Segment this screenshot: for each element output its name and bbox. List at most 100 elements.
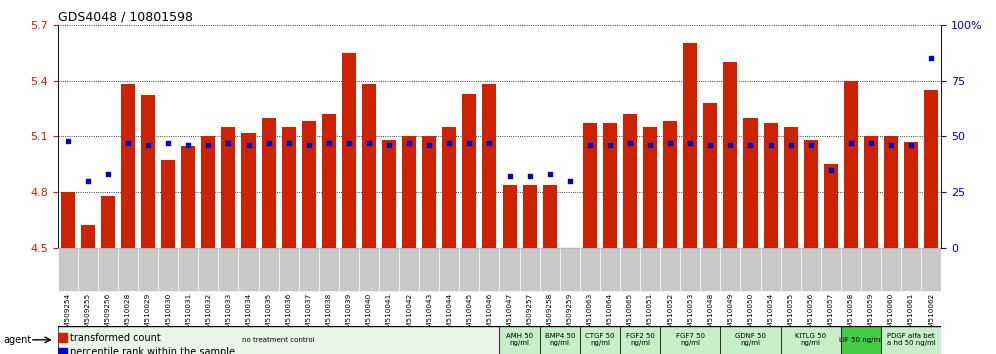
- Text: GSM510052: GSM510052: [667, 293, 673, 337]
- Bar: [499, 326, 540, 354]
- Point: [823, 167, 839, 172]
- Point: [642, 142, 658, 148]
- Text: GSM509258: GSM509258: [547, 293, 553, 337]
- Text: LIF 50 ng/ml: LIF 50 ng/ml: [840, 337, 882, 343]
- Bar: [178, 248, 198, 291]
- Point: [722, 142, 738, 148]
- Bar: [703, 103, 717, 248]
- Text: percentile rank within the sample: percentile rank within the sample: [70, 347, 235, 354]
- Point: [481, 140, 497, 146]
- Bar: [158, 248, 178, 291]
- Bar: [801, 248, 821, 291]
- Bar: [299, 248, 319, 291]
- Bar: [479, 248, 499, 291]
- Bar: [503, 184, 517, 248]
- Text: GSM510048: GSM510048: [707, 293, 713, 337]
- Point: [662, 140, 678, 146]
- Bar: [462, 93, 476, 248]
- Point: [80, 178, 96, 184]
- Bar: [600, 248, 620, 291]
- Text: agent: agent: [3, 335, 31, 345]
- Bar: [122, 84, 135, 248]
- Bar: [98, 248, 118, 291]
- Bar: [362, 84, 376, 248]
- Bar: [720, 248, 740, 291]
- Bar: [881, 248, 901, 291]
- Bar: [804, 140, 818, 248]
- Bar: [181, 145, 195, 248]
- Point: [381, 142, 397, 148]
- Point: [742, 142, 758, 148]
- Bar: [864, 136, 877, 248]
- Text: FGF2 50
ng/ml: FGF2 50 ng/ml: [625, 333, 654, 346]
- Text: GSM510042: GSM510042: [406, 293, 412, 337]
- Bar: [540, 326, 580, 354]
- Text: FGF7 50
ng/ml: FGF7 50 ng/ml: [675, 333, 705, 346]
- Text: CTGF 50
ng/ml: CTGF 50 ng/ml: [585, 333, 615, 346]
- Bar: [81, 225, 95, 248]
- Text: GSM510057: GSM510057: [828, 293, 834, 337]
- Text: GSM510065: GSM510065: [627, 293, 633, 337]
- Point: [220, 140, 236, 146]
- Text: GSM510049: GSM510049: [727, 293, 733, 337]
- Bar: [419, 248, 439, 291]
- Bar: [282, 127, 296, 248]
- Point: [903, 142, 919, 148]
- Point: [582, 142, 598, 148]
- Point: [502, 173, 518, 179]
- Bar: [781, 326, 841, 354]
- Bar: [844, 80, 858, 248]
- Bar: [379, 248, 399, 291]
- Bar: [720, 326, 781, 354]
- Point: [301, 142, 317, 148]
- Point: [602, 142, 618, 148]
- Point: [863, 140, 878, 146]
- Text: GSM510058: GSM510058: [848, 293, 854, 337]
- Text: GSM510056: GSM510056: [808, 293, 814, 337]
- Bar: [583, 123, 597, 248]
- Point: [100, 171, 116, 177]
- Bar: [238, 248, 259, 291]
- Text: GSM510032: GSM510032: [205, 293, 211, 337]
- Bar: [442, 127, 456, 248]
- Bar: [563, 248, 577, 303]
- Text: GSM509256: GSM509256: [105, 293, 111, 337]
- Bar: [620, 248, 640, 291]
- Text: GSM509255: GSM509255: [85, 293, 91, 337]
- Text: GSM510062: GSM510062: [928, 293, 934, 337]
- Bar: [761, 248, 781, 291]
- Text: PDGF alfa bet
a hd 50 ng/ml: PDGF alfa bet a hd 50 ng/ml: [886, 333, 935, 346]
- Point: [121, 140, 136, 146]
- Bar: [603, 123, 617, 248]
- Bar: [482, 84, 496, 248]
- Point: [421, 142, 437, 148]
- Text: GSM510028: GSM510028: [125, 293, 131, 337]
- Bar: [620, 326, 660, 354]
- Bar: [861, 248, 881, 291]
- Bar: [499, 248, 520, 291]
- Point: [923, 55, 939, 61]
- Bar: [342, 53, 356, 248]
- Bar: [198, 248, 218, 291]
- Point: [180, 142, 196, 148]
- Bar: [218, 248, 238, 291]
- Bar: [520, 248, 540, 291]
- Bar: [279, 248, 299, 291]
- Bar: [580, 326, 620, 354]
- Bar: [118, 248, 138, 291]
- Bar: [138, 248, 158, 291]
- Point: [321, 140, 337, 146]
- Bar: [402, 136, 416, 248]
- Bar: [743, 118, 758, 248]
- Bar: [884, 136, 898, 248]
- Bar: [921, 248, 941, 291]
- Point: [461, 140, 477, 146]
- Point: [241, 142, 257, 148]
- Text: GSM510039: GSM510039: [346, 293, 352, 337]
- Text: GSM509259: GSM509259: [567, 293, 573, 337]
- Bar: [523, 184, 537, 248]
- Point: [682, 140, 698, 146]
- Bar: [580, 248, 600, 291]
- Text: GDS4048 / 10801598: GDS4048 / 10801598: [58, 11, 193, 24]
- Bar: [781, 248, 801, 291]
